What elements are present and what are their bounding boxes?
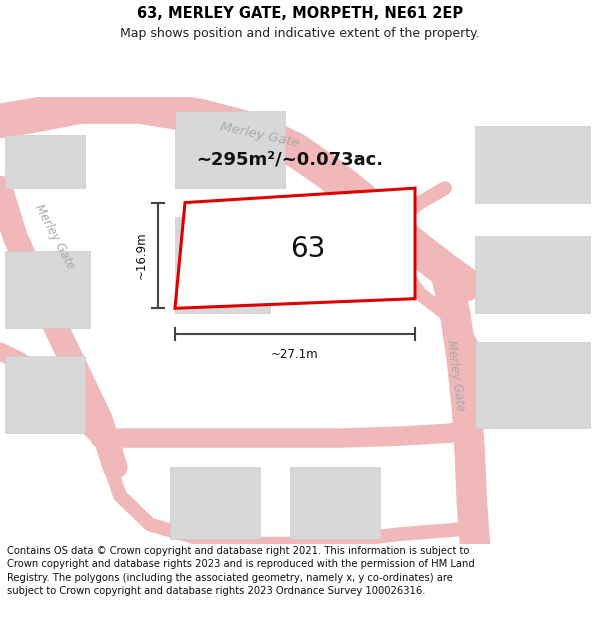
Bar bbox=[475, 342, 590, 428]
Bar bbox=[475, 236, 590, 313]
Text: 63: 63 bbox=[290, 236, 325, 263]
Bar bbox=[170, 467, 260, 539]
Bar bbox=[5, 251, 90, 328]
Text: ~295m²/~0.073ac.: ~295m²/~0.073ac. bbox=[196, 151, 383, 168]
Bar bbox=[175, 111, 285, 188]
Text: Merley Gate: Merley Gate bbox=[219, 121, 301, 150]
Text: ~16.9m: ~16.9m bbox=[135, 232, 148, 279]
Bar bbox=[5, 356, 85, 433]
Bar bbox=[175, 217, 270, 313]
Text: 63, MERLEY GATE, MORPETH, NE61 2EP: 63, MERLEY GATE, MORPETH, NE61 2EP bbox=[137, 6, 463, 21]
Bar bbox=[475, 126, 590, 202]
Bar bbox=[5, 136, 85, 188]
Text: Merley Gate: Merley Gate bbox=[32, 201, 77, 271]
Text: Map shows position and indicative extent of the property.: Map shows position and indicative extent… bbox=[120, 28, 480, 40]
Text: ~27.1m: ~27.1m bbox=[271, 348, 319, 361]
Text: Contains OS data © Crown copyright and database right 2021. This information is : Contains OS data © Crown copyright and d… bbox=[7, 546, 475, 596]
Text: Merley Gate: Merley Gate bbox=[443, 339, 466, 412]
Bar bbox=[290, 467, 380, 539]
Polygon shape bbox=[175, 188, 415, 308]
